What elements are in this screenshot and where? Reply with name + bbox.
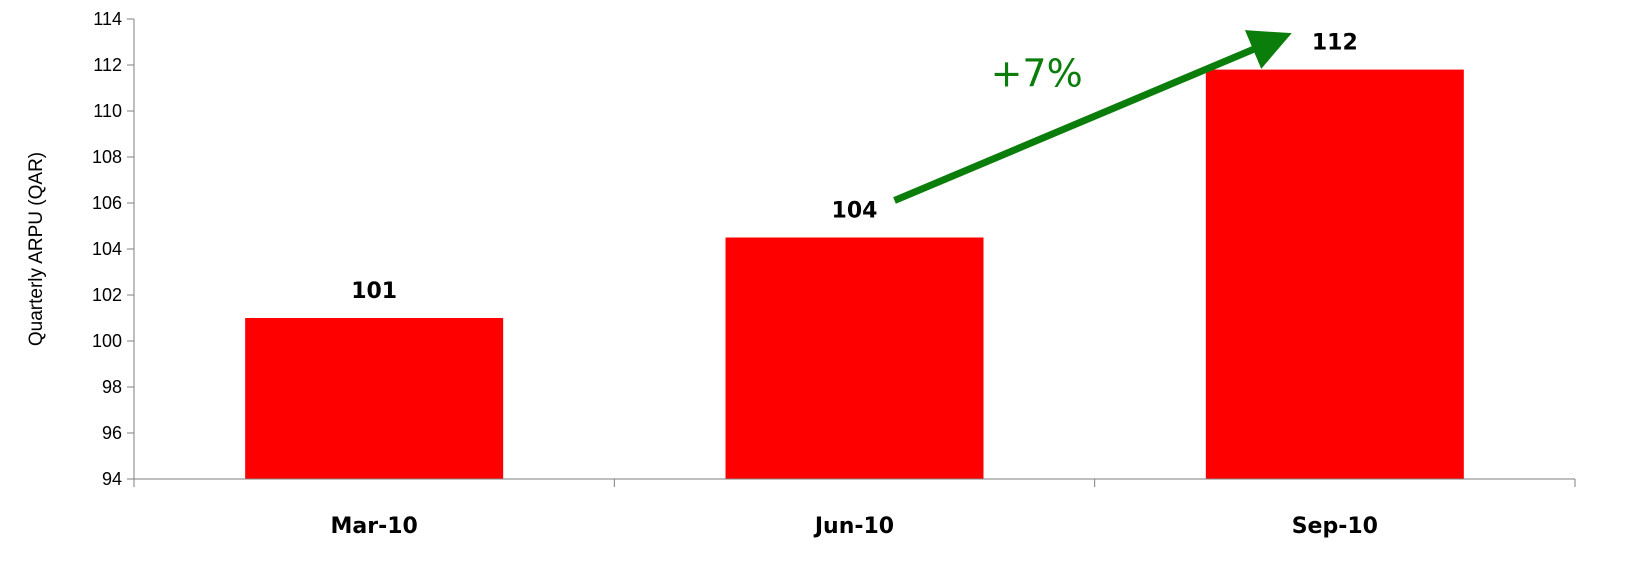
y-tick-label: 112 [93, 55, 122, 75]
bar [245, 318, 504, 479]
y-tick-label: 114 [93, 9, 122, 29]
y-tick-label: 104 [92, 239, 122, 259]
x-axis: Mar-10 Jun-10 Sep-10 [133, 478, 1576, 539]
data-label: 104 [832, 199, 878, 224]
y-tick-label: 106 [92, 193, 122, 213]
data-labels: 101 104 112 [351, 31, 1358, 304]
data-label: 101 [351, 279, 397, 304]
growth-label: +7% [991, 52, 1083, 96]
x-tick-label: Mar-10 [330, 514, 417, 539]
x-tick-label: Jun-10 [813, 514, 894, 539]
y-tick-label: 98 [102, 377, 122, 397]
y-tick-label: 110 [93, 101, 122, 121]
y-tick-label: 108 [92, 147, 122, 167]
bar [1205, 69, 1464, 479]
bar-series [245, 69, 1464, 479]
data-label: 112 [1312, 31, 1358, 56]
y-axis: 94 96 98 100 102 104 106 108 110 112 114 [92, 9, 135, 489]
y-tick-label: 100 [92, 331, 122, 351]
growth-annotation: +7% [893, 30, 1292, 204]
growth-arrow [893, 30, 1292, 204]
y-tick-label: 102 [92, 285, 122, 305]
y-tick-label: 96 [102, 423, 122, 443]
x-tick-label: Sep-10 [1292, 514, 1378, 539]
y-tick-label: 94 [102, 469, 122, 489]
y-axis-label: Quarterly ARPU (QAR) [26, 152, 47, 346]
bar [725, 237, 984, 479]
